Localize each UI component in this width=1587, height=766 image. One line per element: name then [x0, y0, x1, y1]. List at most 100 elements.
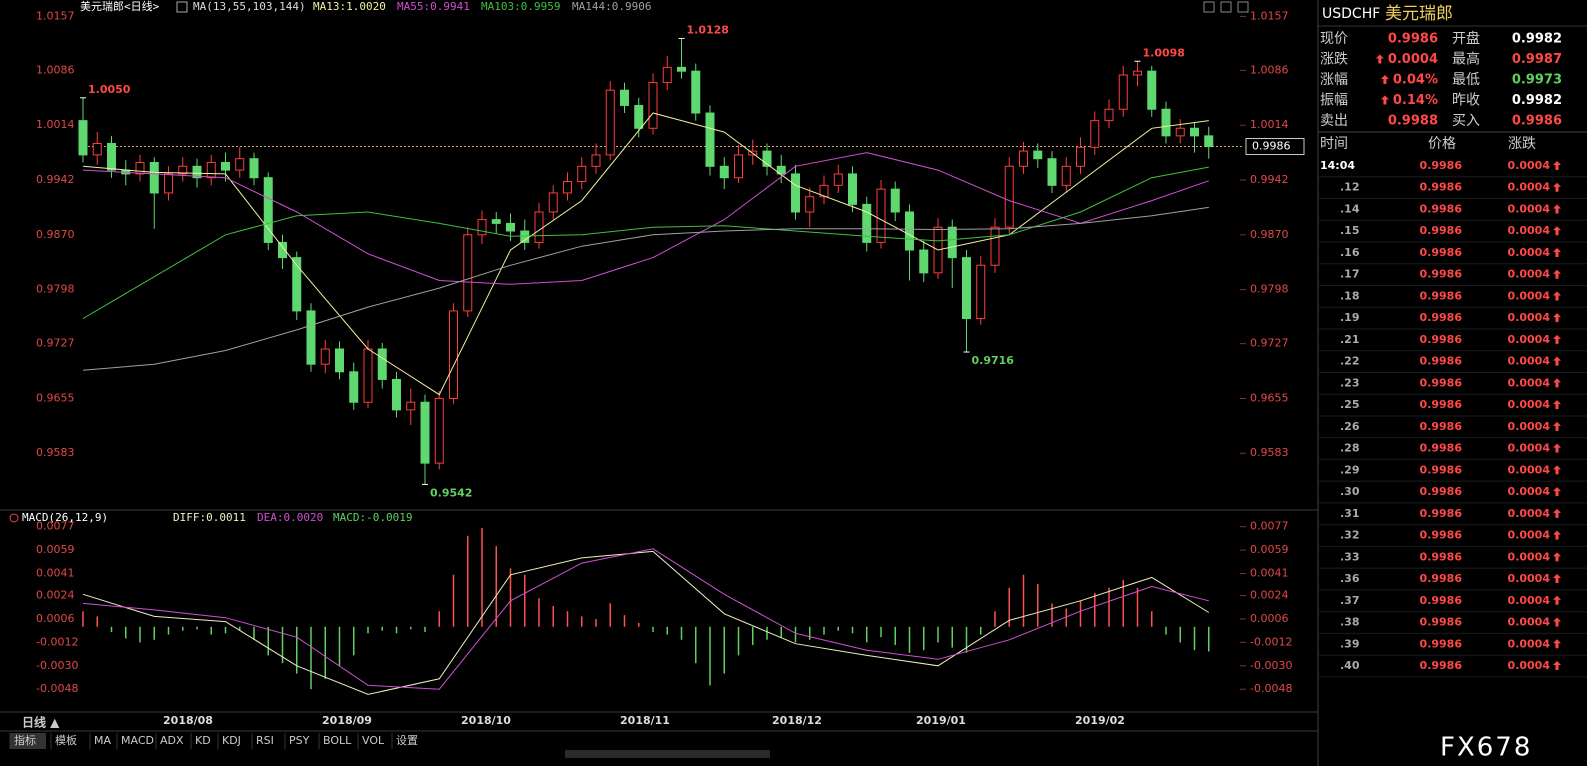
y-tick-label-left: 0.9727 [36, 337, 75, 350]
tick-price: 0.9986 [1420, 224, 1463, 237]
tick-price: 0.9986 [1420, 289, 1463, 302]
candle-body [1204, 135, 1214, 148]
candle-body [235, 158, 245, 171]
y-tick-label-left: 0.9870 [36, 228, 75, 241]
candle-body [1175, 127, 1185, 137]
toolbar-tab[interactable]: MA [94, 734, 111, 747]
candle-body [463, 234, 473, 312]
tick-change: 0.0004 [1508, 485, 1551, 498]
up-arrow [1553, 639, 1561, 649]
candle-body [449, 310, 458, 399]
tick-change: 0.0004 [1508, 333, 1551, 346]
field-value: 0.9982 [1512, 93, 1562, 108]
tick-header: 时间 [1320, 136, 1348, 152]
y-tick-label-left: 0.9655 [36, 391, 75, 404]
tick-price: 0.9986 [1420, 333, 1463, 346]
up-arrow [1553, 313, 1561, 323]
up-arrow [1553, 269, 1561, 279]
window-icon[interactable] [1203, 1, 1215, 13]
low-label: 0.9542 [430, 486, 472, 499]
legend-entry: MA55:0.9941 [397, 0, 470, 13]
y-tick-label-right: 0.0024 [1250, 589, 1289, 602]
y-tick-label-right: 0.9942 [1250, 173, 1289, 186]
toolbar-tab[interactable]: ADX [160, 734, 184, 747]
tick-time: .17 [1340, 268, 1360, 281]
up-arrow [1553, 465, 1561, 475]
tick-time: .23 [1340, 376, 1360, 389]
candle-body [1147, 70, 1157, 110]
up-arrow [1553, 291, 1561, 301]
up-arrow [1380, 75, 1389, 84]
toolbar-tab[interactable]: VOL [362, 734, 385, 747]
tick-header: 涨跌 [1508, 136, 1536, 152]
tick-price: 0.9986 [1420, 159, 1463, 172]
up-arrow [1380, 95, 1389, 105]
toolbar-tab[interactable]: RSI [256, 734, 274, 747]
x-tick-label: 2018/12 [772, 714, 822, 727]
candle-body [976, 264, 986, 320]
candle-body [178, 165, 188, 175]
period-selector[interactable]: 日线 ▲ [22, 715, 60, 730]
indicator-label: MA(13,55,103,144) [193, 0, 306, 13]
tick-time: .18 [1340, 289, 1360, 302]
scrollbar[interactable] [565, 750, 770, 758]
y-tick-label-right: 0.9798 [1250, 283, 1289, 296]
candle-body [805, 196, 815, 213]
candle-body [377, 348, 387, 380]
candle-body [278, 241, 287, 259]
field-value: 0.9982 [1512, 32, 1562, 47]
toolbar-tab[interactable]: 设置 [396, 734, 418, 747]
candle-body [662, 66, 672, 84]
candle-body [962, 257, 971, 320]
up-arrow [1553, 574, 1561, 584]
field-value: 0.9988 [1388, 114, 1438, 129]
indicator-icon[interactable] [9, 513, 19, 523]
candle-body [363, 348, 373, 403]
toolbar-tab[interactable]: MACD [121, 734, 154, 747]
up-arrow [1553, 487, 1561, 497]
ma-line [82, 206, 1209, 371]
toolbar-tab[interactable]: 模板 [55, 733, 77, 747]
toolbar-tab[interactable]: PSY [289, 734, 310, 747]
window-icon[interactable] [1237, 1, 1249, 13]
candle-body [591, 154, 601, 167]
low-label: 0.9716 [972, 354, 1015, 367]
y-tick-label-left: 0.0059 [36, 543, 75, 556]
candle-body [819, 184, 829, 198]
candle-body [848, 173, 857, 205]
candle-body [534, 211, 544, 243]
up-arrow [1553, 356, 1561, 366]
tick-change: 0.0004 [1508, 572, 1551, 585]
field-value: 0.9973 [1512, 73, 1562, 88]
candle-body [1090, 120, 1100, 148]
tick-change: 0.0004 [1508, 420, 1551, 433]
chart-icon[interactable] [176, 1, 188, 13]
toolbar-tab[interactable]: 指标 [14, 733, 36, 747]
macd-line [82, 550, 1210, 695]
field-label: 现价 [1320, 31, 1348, 47]
toolbar-tab[interactable]: BOLL [323, 734, 352, 747]
candle-body [833, 173, 843, 186]
candle-body [1004, 165, 1014, 228]
toolbar-tab[interactable]: KDJ [222, 734, 241, 747]
candle-body [1033, 150, 1043, 160]
candle-body [1076, 146, 1085, 167]
x-tick-label: 2019/01 [916, 714, 966, 727]
tick-change: 0.0004 [1508, 442, 1551, 455]
tick-change: 0.0004 [1508, 224, 1551, 237]
y-tick-label-right: 0.9727 [1250, 337, 1289, 350]
candle-body [392, 378, 401, 411]
tick-time: .25 [1340, 398, 1360, 411]
tick-change: 0.0004 [1508, 463, 1551, 476]
tick-price: 0.9986 [1420, 659, 1463, 672]
y-tick-label-left: 0.0077 [36, 520, 75, 533]
candle-body [406, 401, 416, 411]
field-label: 卖出 [1320, 113, 1348, 129]
up-arrow [1553, 552, 1561, 562]
field-value: 0.9986 [1388, 32, 1438, 47]
tick-time: 14:04 [1320, 159, 1355, 172]
toolbar-tab[interactable]: KD [195, 734, 211, 747]
tick-time: .28 [1340, 442, 1360, 455]
window-icon[interactable] [1220, 1, 1232, 13]
